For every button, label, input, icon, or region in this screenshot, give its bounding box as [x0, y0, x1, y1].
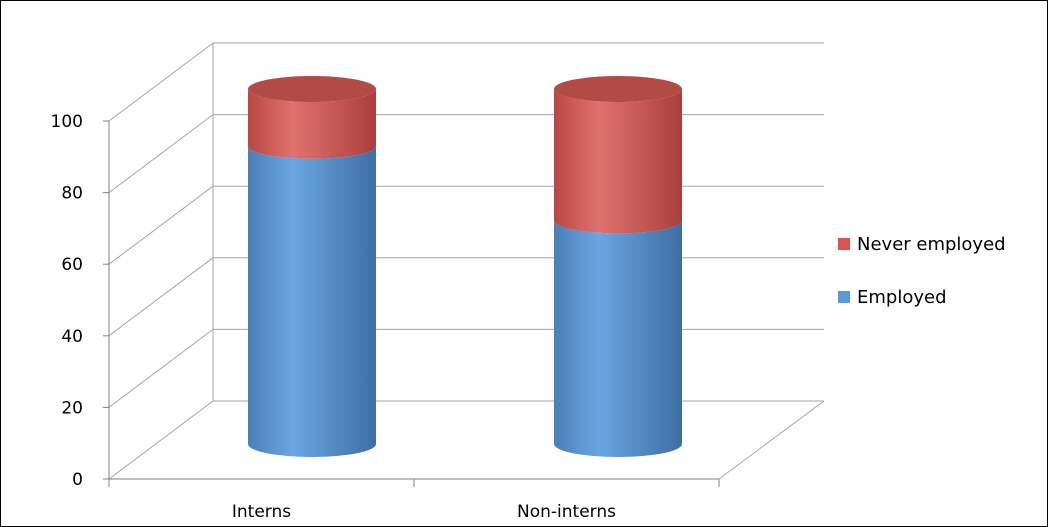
- legend: Never employed Employed: [838, 234, 1006, 308]
- axes-layer: [103, 42, 825, 487]
- gridline-side-0: [108, 400, 214, 480]
- gridline-side-5: [108, 42, 214, 122]
- y-tick-label-4: 80: [61, 184, 83, 204]
- floor-right-edge: [718, 400, 825, 480]
- bar-interns-never-employed: [248, 89, 376, 159]
- gridline-side-4: [108, 114, 214, 194]
- gridline-side-3: [108, 185, 214, 265]
- legend-label-0: Never employed: [857, 234, 1006, 255]
- y-tick-label-3: 60: [61, 255, 83, 275]
- y-tick-label-2: 40: [61, 327, 83, 347]
- bar-top-cap-1: [554, 76, 682, 102]
- labels-layer: 0 20 40 60 80 100 Interns Non-interns: [51, 112, 617, 522]
- y-tick-label-0: 0: [72, 470, 83, 490]
- bar-non-interns-employed: [554, 220, 682, 457]
- y-tick-label-5: 100: [51, 112, 83, 132]
- bars-layer: [248, 76, 682, 458]
- legend-label-1: Employed: [857, 287, 947, 308]
- bar-non-interns-never-employed: [554, 89, 682, 234]
- x-tick-label-1: Non-interns: [517, 502, 616, 522]
- legend-swatch-1: [838, 291, 850, 303]
- bar-top-cap-0: [248, 76, 376, 102]
- legend-swatch-0: [838, 238, 850, 250]
- x-tick-label-0: Interns: [232, 502, 291, 522]
- gridline-side-2: [108, 257, 214, 337]
- y-tick-label-1: 20: [61, 398, 83, 418]
- bar-interns-employed: [248, 145, 376, 458]
- gridline-side-1: [108, 328, 214, 408]
